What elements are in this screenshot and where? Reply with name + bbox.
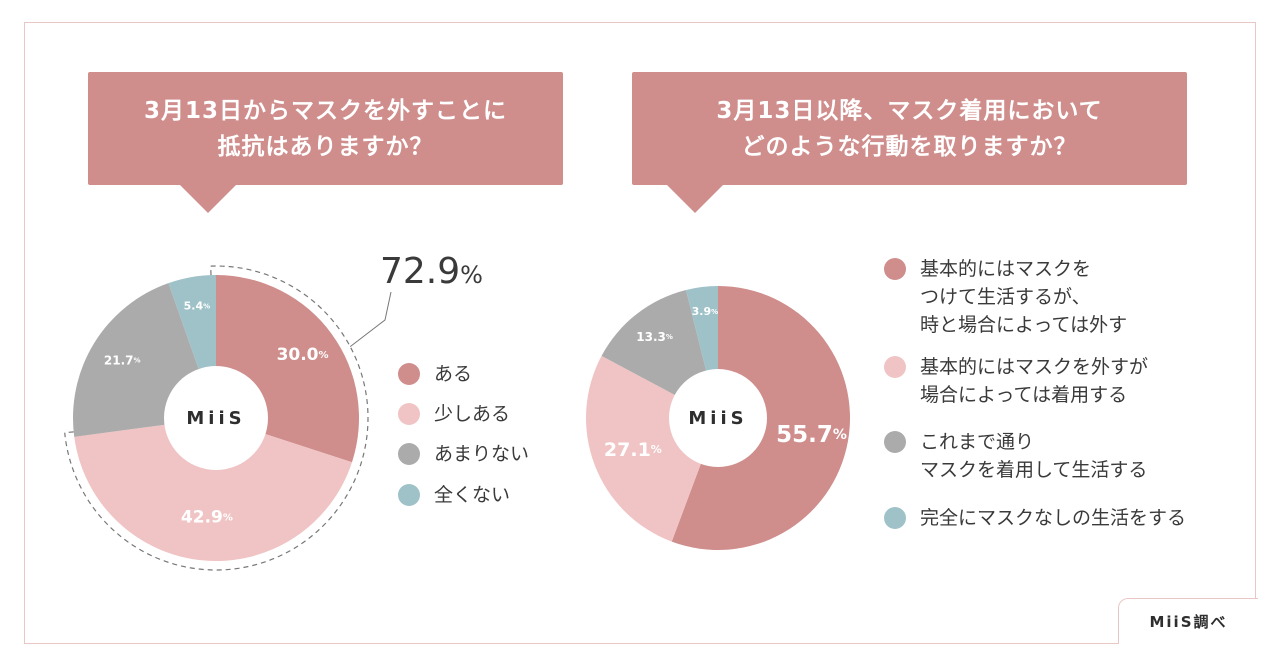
legend-label-line: 完全にマスクなしの生活をする (920, 507, 1187, 529)
legend-swatch (398, 484, 420, 506)
legend-label-line: 時と場合によっては外す (920, 314, 1128, 336)
slice-label-0-2: 21.7% (104, 353, 141, 367)
legend-label: 全くない (434, 481, 510, 509)
legend-label: 少しある (434, 400, 510, 428)
legend-label-line: あまりない (434, 443, 530, 465)
outer-frame (24, 22, 1256, 644)
legend-label-line: マスクを着用して生活する (920, 459, 1148, 481)
legend-swatch (884, 258, 906, 280)
legend-label: 基本的にはマスクを外すが 場合によっては着用する (920, 353, 1148, 409)
legend-label-line: 基本的にはマスクを外すが (920, 356, 1149, 378)
legend-swatch (398, 363, 420, 385)
legend-item-1-1: 基本的にはマスクを外すが 場合によっては着用する (884, 353, 1148, 409)
question-banner-left: 3月13日からマスクを外すことに 抵抗はありますか？ (88, 72, 563, 213)
legend-item-1-3: 完全にマスクなしの生活をする (884, 504, 1186, 532)
slice-label-0-3: 5.4% (184, 300, 211, 313)
legend-label-line: 場合によっては着用する (920, 384, 1128, 406)
highlight-dashed-edge-left (64, 431, 74, 434)
legend-label: あまりない (434, 440, 529, 468)
donut-hole-0 (164, 366, 268, 470)
slice-label-1-0: 55.7% (776, 421, 847, 447)
question-right-line-2: どのような行動を取りますか？ (741, 133, 1078, 160)
slice-label-0-0: 30.0% (277, 345, 329, 365)
slice-label-0-1: 42.9% (181, 508, 233, 528)
slice-label-1-1: 27.1% (604, 439, 662, 461)
legend-label-line: 全くない (434, 484, 511, 506)
legend-swatch (398, 403, 420, 425)
question-left-line-1: 3月13日からマスクを外すことに (143, 97, 507, 124)
legend-item-0-0: ある (398, 360, 472, 388)
question-banner-right: 3月13日以降、マスク着用において どのような行動を取りますか？ (632, 72, 1187, 213)
legend-item-0-1: 少しある (398, 400, 510, 428)
center-logo: MiiS (688, 408, 747, 429)
legend-label: 完全にマスクなしの生活をする (920, 504, 1186, 532)
legend-label-line: 基本的にはマスクを (920, 258, 1092, 280)
legend-swatch (398, 443, 420, 465)
callout-total-label: 72.9% (380, 251, 483, 292)
pie-slice-0-1 (74, 418, 353, 561)
legend-item-0-3: 全くない (398, 481, 510, 509)
legend-label: 基本的にはマスクを つけて生活するが、時と場合によっては外す (920, 255, 1127, 339)
question-left-line-2: 抵抗はありますか？ (217, 133, 434, 160)
banner-pointer (179, 184, 237, 213)
highlight-dashed-arc (64, 265, 369, 571)
legend-label-line: つけて生活するが、 (920, 286, 1091, 308)
legend-label-line: 少しある (434, 403, 511, 425)
legend-swatch (884, 507, 906, 529)
legend-swatch (884, 356, 906, 378)
slice-label-1-3: 3.9% (692, 305, 719, 318)
legend-label: ある (434, 360, 472, 388)
source-credit: MiiS調べ (1118, 598, 1258, 644)
legend-label: これまで通りマスクを着用して生活する (920, 428, 1147, 484)
callout-leader-line (349, 291, 392, 348)
question-right-line-1: 3月13日以降、マスク着用において (716, 97, 1103, 124)
legend-label-line: これまで通り (920, 431, 1035, 453)
legend-item-1-2: これまで通りマスクを着用して生活する (884, 428, 1147, 484)
slice-label-1-2: 13.3% (636, 329, 673, 343)
donut-hole-1 (669, 369, 767, 467)
legend-swatch (884, 431, 906, 453)
legend-item-0-2: あまりない (398, 440, 529, 468)
banner-pointer (666, 184, 724, 213)
center-logo: MiiS (186, 408, 245, 429)
legend-item-1-0: 基本的にはマスクを つけて生活するが、時と場合によっては外す (884, 255, 1127, 339)
legend-label-line: ある (434, 363, 473, 385)
